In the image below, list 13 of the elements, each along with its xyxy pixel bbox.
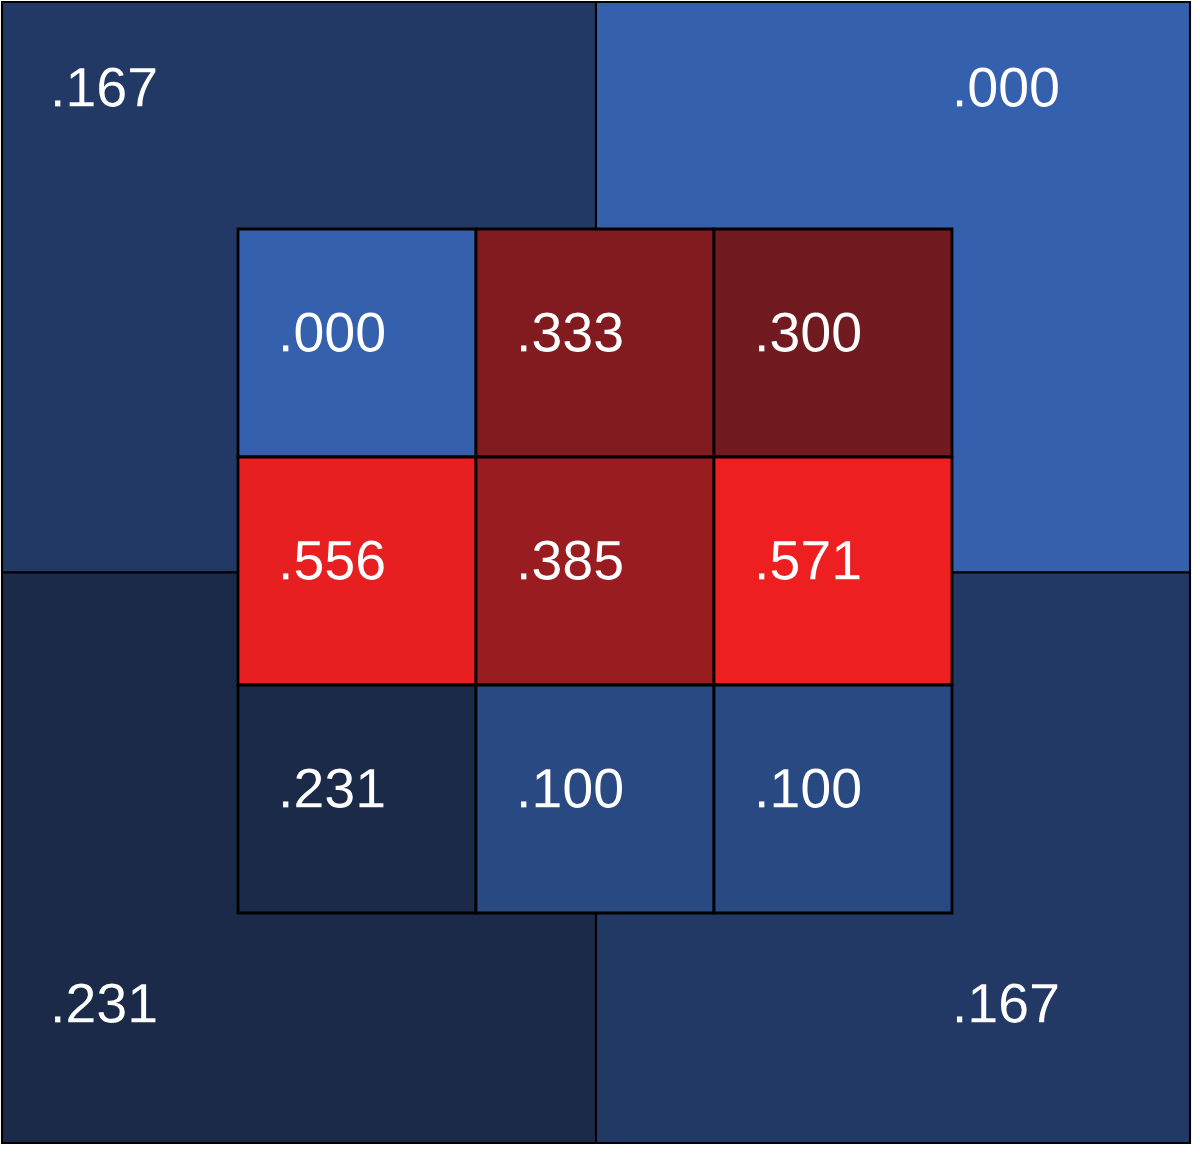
data-label: .231	[55, 983, 156, 1023]
data-label: .556	[283, 540, 384, 580]
data-label: .231	[283, 768, 384, 808]
data-label: .300	[759, 312, 860, 352]
data-label: .571	[759, 541, 860, 580]
data-label: .100	[759, 768, 860, 808]
data-label: .100	[521, 768, 622, 808]
data-label: .167	[956, 983, 1058, 1023]
data-label: .000	[283, 312, 384, 352]
data-label: .385	[521, 540, 622, 580]
data-label: .167	[55, 67, 156, 107]
data-label: .000	[956, 67, 1058, 107]
data-label: .333	[521, 312, 622, 352]
